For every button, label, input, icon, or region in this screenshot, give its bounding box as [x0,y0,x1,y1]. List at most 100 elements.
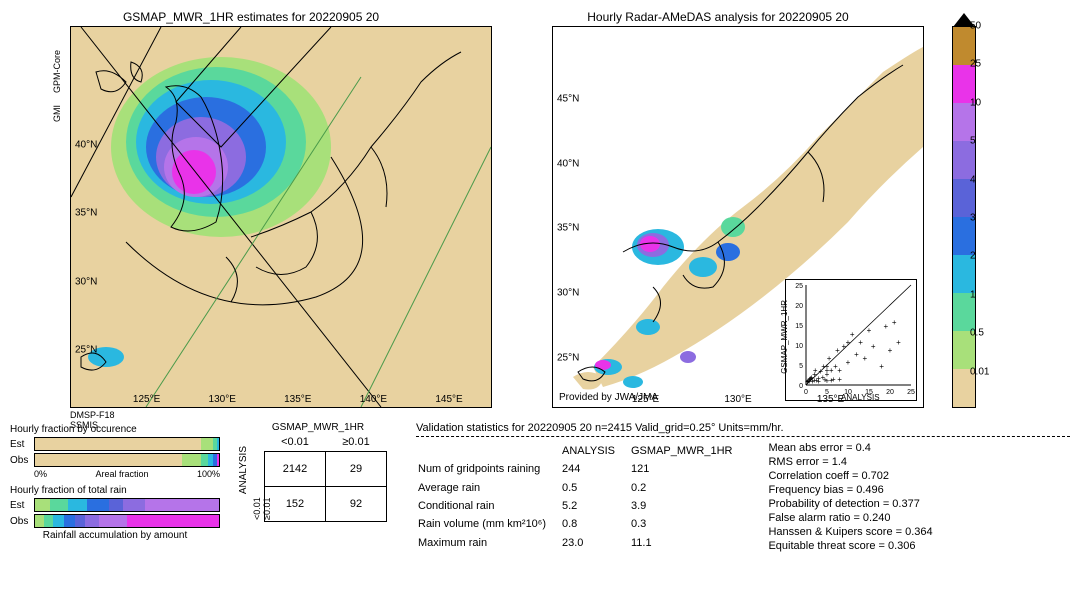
axis-100pct: 100% [197,469,220,479]
fraction-bar [34,514,220,528]
validation-scores: Mean abs error = 0.4RMS error = 1.4Corre… [768,441,932,553]
contingency-ylabel: ANALYSIS [238,446,249,494]
table-cell: Num of gridpoints raining [418,461,560,477]
rainfall-caption: Rainfall accumulation by amount [10,530,220,541]
contingency-table-block: GSMAP_MWR_1HR ANALYSIS <0.01 ≥0.01 <0.01… [238,422,398,553]
table-cell: 0.3 [631,516,746,532]
fraction-seg [50,499,68,511]
table-cell: 0.8 [562,516,629,532]
lat-tick: 30°N [75,276,97,287]
colorbar-tick: 0.5 [970,328,984,339]
fraction-seg [217,438,219,450]
score-line: RMS error = 1.4 [768,455,932,469]
colorbar-tick: 4 [970,174,976,185]
val-th-gsmap: GSMAP_MWR_1HR [631,443,746,459]
fraction-seg [64,515,75,527]
table-row: Maximum rain23.011.1 [418,535,746,551]
validation-stats-block: Validation statistics for 20220905 20 n=… [416,422,1070,553]
table-cell: Maximum rain [418,535,560,551]
cont-cell-10: 152 [265,487,326,522]
fraction-bar-row: Obs [10,514,220,528]
fraction-seg [35,499,50,511]
table-cell: 11.1 [631,535,746,551]
table-cell: 0.5 [562,480,629,496]
fraction-bar-row: Est [10,437,220,451]
colorbar-tick: 5 [970,136,976,147]
lat-tick: 45°N [557,94,579,105]
table-row: Average rain0.50.2 [418,480,746,496]
fraction-bar [34,498,220,512]
fraction-seg [53,515,64,527]
table-row: Conditional rain5.23.9 [418,498,746,514]
lat-tick: 30°N [557,288,579,299]
lon-tick: 125°E [632,394,659,405]
colorbar-tick: 25 [970,59,981,70]
validation-table: ANALYSIS GSMAP_MWR_1HR Num of gridpoints… [416,441,748,553]
score-line: Mean abs error = 0.4 [768,441,932,455]
bottom-row: Hourly fraction by occurence Est Obs 0% A… [10,422,1070,553]
lat-tick: 35°N [75,208,97,219]
table-cell: 244 [562,461,629,477]
cont-cell-01: 29 [326,452,387,487]
fraction-seg [68,499,86,511]
table-cell: 0.2 [631,480,746,496]
fraction-seg [35,438,201,450]
contingency-table: <0.01 ≥0.01 2142 29 152 92 [264,433,387,522]
fraction-row-label: Est [10,439,34,450]
fraction-bars-block: Hourly fraction by occurence Est Obs 0% A… [10,422,220,553]
lon-tick: 140°E [360,394,387,405]
sensor-ssmis: SSMIS [70,420,98,430]
fraction-seg [44,515,53,527]
lon-tick: 130°E [724,394,751,405]
score-line: Equitable threat score = 0.306 [768,539,932,553]
sensor-dmsp: DMSP-F18 [70,410,115,420]
score-line: Hanssen & Kuipers score = 0.364 [768,525,932,539]
table-cell: 3.9 [631,498,746,514]
fraction-row-label: Obs [10,516,34,527]
score-line: False alarm ratio = 0.240 [768,511,932,525]
left-map-panel: 25°N30°N35°N40°N125°E130°E135°E140°E145°… [70,26,492,408]
occurrence-title: Hourly fraction by occurence [10,424,220,435]
fraction-seg [182,454,200,466]
sensor-label-gpm: GPM-Core [52,50,62,93]
contingency-title: GSMAP_MWR_1HR [238,422,398,433]
fraction-bar-row: Est [10,498,220,512]
colorbar-tick: 2 [970,251,976,262]
lon-tick: 135°E [817,394,844,405]
left-map-title: GSMAP_MWR_1HR estimates for 20220905 20 [10,10,492,24]
lat-tick: 40°N [557,158,579,169]
cont-row-header-1: ≥0.01 [262,452,272,520]
cont-cell-00: 2142 [265,452,326,487]
lat-tick: 40°N [75,139,97,150]
fraction-seg [109,499,124,511]
lat-tick: 35°N [557,223,579,234]
table-row: Num of gridpoints raining244121 [418,461,746,477]
val-th-analysis: ANALYSIS [562,443,629,459]
fraction-seg [201,438,214,450]
cont-col-1: ≥0.01 [326,433,387,452]
lon-tick: 125°E [133,394,160,405]
fraction-seg [87,499,109,511]
axis-label: Areal fraction [95,469,148,479]
fraction-seg [201,454,208,466]
table-cell: 5.2 [562,498,629,514]
colorbar-tick: 1 [970,289,976,300]
right-map-title: Hourly Radar-AMeDAS analysis for 2022090… [512,10,924,24]
cont-row-header-0: <0.01 [252,452,262,520]
fraction-seg [127,515,219,527]
score-line: Probability of detection = 0.377 [768,497,932,511]
sensor-label-gmi: GMI [52,105,62,122]
fraction-row-label: Obs [10,455,34,466]
fraction-seg [99,515,127,527]
fraction-seg [123,499,145,511]
score-line: Correlation coeff = 0.702 [768,469,932,483]
fraction-seg [75,515,84,527]
fraction-seg [35,515,44,527]
colorbar-tick: 50 [970,21,981,32]
score-line: Frequency bias = 0.496 [768,483,932,497]
lon-tick: 130°E [209,394,236,405]
table-cell: Rain volume (mm km²10⁶) [418,516,560,532]
fraction-seg [145,499,219,511]
fraction-row-label: Est [10,500,34,511]
axis-0pct: 0% [34,469,47,479]
